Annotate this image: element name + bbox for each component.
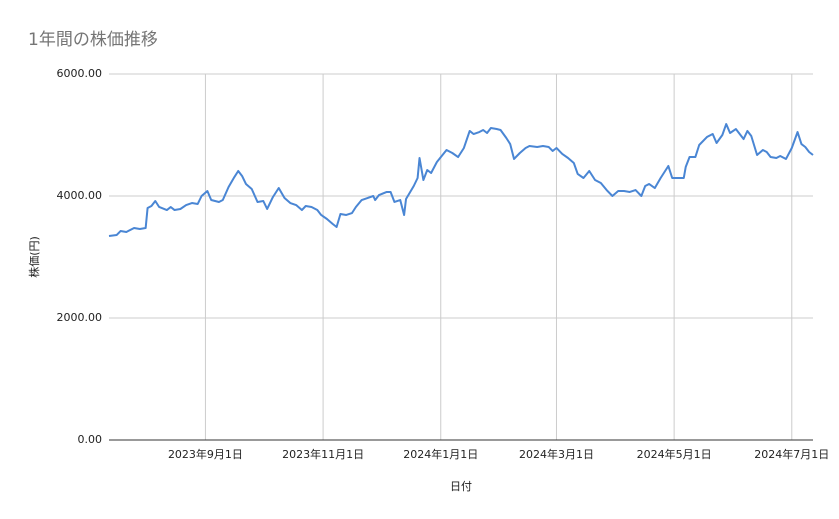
x-tick-label: 2023年9月1日 bbox=[168, 447, 243, 461]
x-axis-title: 日付 bbox=[450, 480, 472, 493]
x-tick-label: 2024年1月1日 bbox=[403, 447, 478, 461]
x-tick-label: 2024年5月1日 bbox=[637, 447, 712, 461]
y-tick-label: 6000.00 bbox=[57, 67, 103, 80]
y-tick-label: 2000.00 bbox=[57, 311, 103, 324]
x-tick-label: 2024年7月1日 bbox=[754, 447, 829, 461]
x-tick-label: 2024年3月1日 bbox=[519, 447, 594, 461]
line-series bbox=[108, 123, 814, 238]
x-tick-label: 2023年11月1日 bbox=[282, 447, 364, 461]
chart-title: 1年間の株価推移 bbox=[28, 30, 158, 50]
y-tick-label: 4000.00 bbox=[57, 189, 103, 202]
y-tick-label: 0.00 bbox=[78, 433, 103, 446]
y-axis-title: 株価(円) bbox=[27, 236, 41, 278]
